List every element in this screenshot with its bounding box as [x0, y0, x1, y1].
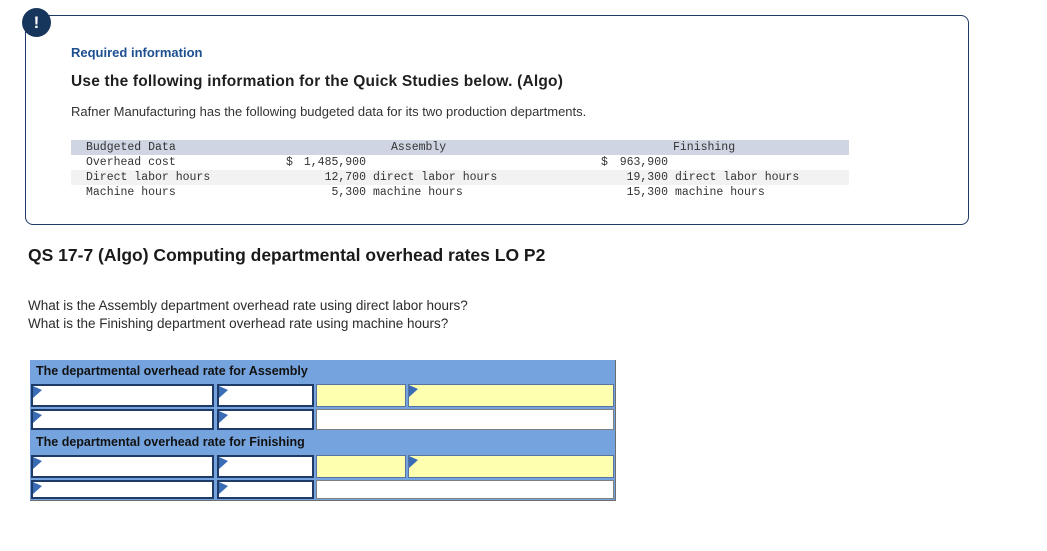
budget-assembly-value: 5,300 machine hours [286, 185, 601, 200]
exclamation-glyph: ! [33, 12, 40, 32]
budget-header-row: Budgeted Data Assembly Finishing [71, 140, 849, 155]
budget-finishing-value: $963,900 [601, 155, 849, 170]
assembly-denominator-input[interactable] [217, 384, 314, 407]
amount: 19,300 [626, 171, 668, 184]
budget-row-overhead: Overhead cost $1,485,900 $963,900 [71, 155, 849, 170]
finishing-rate-result-cell[interactable] [316, 455, 406, 478]
finishing-numerator-input[interactable] [31, 455, 214, 478]
answer-table: The departmental overhead rate for Assem… [30, 360, 616, 501]
finishing-static-cell [316, 480, 614, 499]
amount: 15,300 [626, 186, 668, 199]
assembly-static-cell [316, 409, 614, 430]
budget-assembly-value: 12,700 direct labor hours [286, 170, 601, 185]
unit-suffix: machine hours [675, 186, 765, 199]
assembly-numerator-input[interactable] [31, 384, 214, 407]
finishing-section-header: The departmental overhead rate for Finis… [36, 435, 305, 449]
answer-marker-icon [33, 411, 42, 423]
budget-row-label: Machine hours [86, 186, 176, 199]
finishing-value-input[interactable] [217, 480, 314, 499]
budget-header-label: Budgeted Data [86, 141, 176, 154]
answer-marker-icon [33, 482, 42, 494]
assembly-value-input[interactable] [217, 409, 314, 430]
answer-marker-icon [33, 457, 42, 469]
budget-row-direct-labor: Direct labor hours 12,700 direct labor ho… [71, 170, 849, 185]
assembly-rate-unit-cell[interactable] [408, 384, 614, 407]
budget-row-label: Overhead cost [86, 156, 176, 169]
budget-header-finishing-cell: Finishing [601, 140, 849, 155]
answer-marker-icon [219, 482, 228, 494]
answer-marker-icon [409, 385, 418, 397]
required-info-panel: ! Required information Use the following… [22, 8, 969, 225]
exclamation-icon: ! [22, 8, 51, 37]
budget-header-assembly: Assembly [391, 141, 447, 154]
question-line-1: What is the Assembly department overhead… [28, 298, 468, 313]
answer-marker-icon [33, 386, 42, 398]
budget-finishing-value: 15,300 machine hours [601, 185, 849, 200]
budget-row-machine-hours: Machine hours 5,300 machine hours 15,300 m… [71, 185, 849, 200]
amount: 12,700 [324, 171, 366, 184]
answer-marker-icon [219, 386, 228, 398]
unit-suffix: direct labor hours [373, 171, 498, 184]
budgeted-data-table: Budgeted Data Assembly Finishing Overhea… [71, 140, 849, 200]
budget-header-finishing: Finishing [673, 141, 736, 154]
budget-header-assembly-cell: Assembly [286, 140, 601, 155]
dollar-prefix: $ [286, 156, 293, 169]
question-line-2: What is the Finishing department overhea… [28, 316, 449, 331]
answer-marker-icon [219, 411, 228, 423]
intro-text: Rafner Manufacturing has the following b… [71, 104, 587, 119]
quick-studies-title: Use the following information for the Qu… [71, 73, 564, 90]
unit-suffix: machine hours [373, 186, 463, 199]
answer-marker-icon [409, 456, 418, 468]
dollar-prefix: $ [601, 156, 608, 169]
assembly-rate-result-cell[interactable] [316, 384, 406, 407]
assembly-section-header: The departmental overhead rate for Assem… [36, 364, 308, 378]
finishing-denominator-input[interactable] [217, 455, 314, 478]
budget-finishing-value: 19,300 direct labor hours [601, 170, 849, 185]
unit-suffix: direct labor hours [675, 171, 800, 184]
assembly-label-input[interactable] [31, 409, 214, 430]
question-heading: QS 17-7 (Algo) Computing departmental ov… [28, 245, 546, 265]
amount: 5,300 [331, 186, 366, 199]
answer-marker-icon [219, 457, 228, 469]
required-info-label: Required information [71, 45, 203, 60]
finishing-label-input[interactable] [31, 480, 214, 499]
amount: 963,900 [619, 156, 668, 169]
amount: 1,485,900 [303, 156, 366, 169]
budget-assembly-value: $1,485,900 [286, 155, 601, 170]
finishing-rate-unit-cell[interactable] [408, 455, 614, 478]
budget-row-label: Direct labor hours [86, 171, 211, 184]
